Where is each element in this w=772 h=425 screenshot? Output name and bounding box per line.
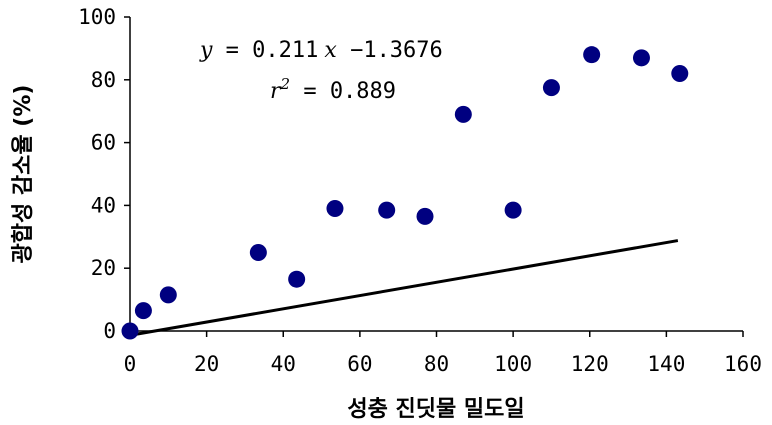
x-tick-label: 0 [124,352,137,376]
data-point [416,207,434,225]
equation-intercept: −1.3676 [337,38,443,63]
data-point [632,49,650,67]
y-tick-label: 100 [78,5,116,29]
x-tick-label: 80 [424,352,449,376]
x-tick-label: 40 [271,352,296,376]
data-point [542,79,560,97]
data-point [583,46,601,64]
x-axis-title: 성충 진딧물 밀도일 [347,397,524,422]
trendline [133,239,679,337]
x-axis-ticks: 0 20 40 60 80 100 120 140 160 [124,331,762,376]
data-point [159,286,177,304]
data-point [288,270,306,288]
y-tick-label: 40 [91,193,116,217]
y-axis-ticks: 0 20 40 60 80 100 [78,5,130,343]
y-tick-label: 60 [91,131,116,155]
plot-frame [129,17,743,332]
equation-y-var: y [199,38,213,63]
data-point [121,322,139,340]
r-squared-exponent: 2 [280,75,291,93]
y-tick-label: 20 [91,256,116,280]
x-tick-label: 120 [571,352,609,376]
r-squared-annotation: r2 = 0.889 [270,75,396,104]
r-squared-value: = 0.889 [290,79,396,104]
x-tick-label: 20 [194,352,219,376]
equation-x-var: x [324,38,337,63]
data-point [504,201,522,219]
data-point [378,201,396,219]
data-point [326,200,344,218]
data-point [671,65,689,83]
y-axis-title: 광합성 감소율 (%) [10,85,36,264]
equation-slope: = 0.211 [212,38,318,63]
x-tick-label: 140 [647,352,685,376]
x-tick-label: 60 [347,352,372,376]
data-point [134,302,152,320]
data-points [121,46,689,340]
data-point [454,105,472,123]
trendline-group [133,239,679,337]
x-tick-label: 100 [494,352,532,376]
data-point [249,244,267,261]
r-squared-r-var: r [270,79,282,104]
x-tick-label: 160 [724,352,762,376]
equation-annotation: y = 0.211 x −1.3676 [199,38,443,63]
y-tick-label: 0 [103,319,116,343]
y-tick-label: 80 [91,68,116,92]
